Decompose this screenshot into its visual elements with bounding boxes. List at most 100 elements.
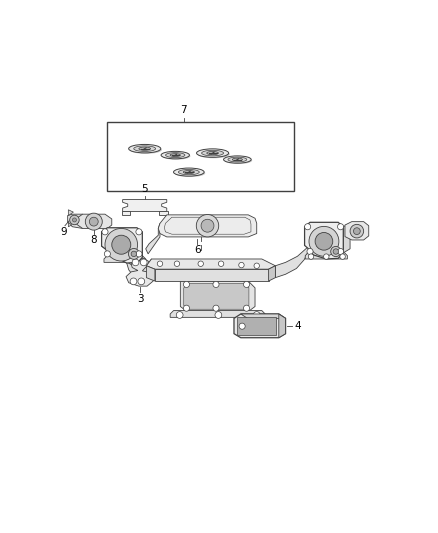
Polygon shape — [305, 252, 347, 259]
Circle shape — [128, 248, 139, 260]
Ellipse shape — [129, 144, 161, 153]
Ellipse shape — [162, 152, 191, 160]
Circle shape — [198, 261, 203, 266]
Bar — [237, 317, 276, 335]
Circle shape — [309, 227, 339, 256]
Circle shape — [215, 312, 222, 318]
Circle shape — [174, 261, 180, 266]
Polygon shape — [68, 222, 72, 227]
Polygon shape — [146, 259, 276, 269]
Ellipse shape — [178, 169, 199, 175]
Circle shape — [112, 235, 131, 254]
Polygon shape — [123, 199, 167, 212]
Bar — [107, 122, 294, 191]
Circle shape — [157, 261, 162, 266]
Polygon shape — [126, 259, 153, 286]
Circle shape — [130, 278, 137, 285]
Circle shape — [184, 281, 190, 287]
Ellipse shape — [232, 158, 242, 161]
Ellipse shape — [175, 169, 205, 177]
Circle shape — [333, 249, 339, 254]
Circle shape — [104, 251, 110, 257]
Circle shape — [105, 229, 138, 261]
Circle shape — [184, 305, 190, 311]
Circle shape — [140, 259, 147, 266]
Polygon shape — [102, 228, 107, 251]
Polygon shape — [343, 223, 350, 253]
Circle shape — [72, 218, 77, 222]
Polygon shape — [234, 314, 286, 338]
Polygon shape — [241, 314, 286, 318]
Polygon shape — [276, 242, 311, 278]
Polygon shape — [102, 228, 142, 263]
Circle shape — [136, 251, 142, 257]
Circle shape — [213, 281, 219, 287]
Circle shape — [138, 278, 145, 285]
Polygon shape — [158, 215, 257, 237]
Polygon shape — [77, 214, 112, 229]
Text: 3: 3 — [137, 294, 144, 304]
Polygon shape — [184, 284, 249, 309]
Circle shape — [70, 215, 79, 225]
Ellipse shape — [166, 152, 185, 158]
Ellipse shape — [134, 146, 155, 151]
Polygon shape — [68, 210, 74, 215]
Polygon shape — [155, 269, 268, 281]
Circle shape — [102, 229, 108, 235]
Circle shape — [307, 248, 313, 255]
Circle shape — [176, 312, 183, 318]
Ellipse shape — [201, 150, 223, 156]
Circle shape — [131, 251, 137, 256]
Circle shape — [254, 263, 259, 269]
Circle shape — [244, 305, 250, 311]
Circle shape — [253, 312, 260, 318]
Text: 5: 5 — [141, 184, 148, 195]
Polygon shape — [122, 249, 155, 279]
Circle shape — [304, 224, 311, 230]
Circle shape — [340, 254, 345, 260]
Circle shape — [89, 217, 98, 226]
Ellipse shape — [228, 157, 247, 162]
Circle shape — [350, 224, 364, 238]
Polygon shape — [180, 281, 255, 312]
Circle shape — [244, 281, 250, 287]
Text: 9: 9 — [60, 227, 67, 237]
Polygon shape — [146, 223, 160, 254]
Circle shape — [85, 213, 102, 230]
Circle shape — [196, 214, 219, 237]
Text: 4: 4 — [294, 321, 301, 331]
Circle shape — [201, 219, 214, 232]
Circle shape — [338, 224, 344, 230]
Polygon shape — [67, 214, 83, 229]
Bar — [159, 211, 168, 215]
Circle shape — [219, 261, 224, 266]
Circle shape — [315, 232, 333, 250]
Ellipse shape — [161, 151, 190, 159]
Ellipse shape — [223, 156, 251, 163]
Ellipse shape — [173, 168, 204, 176]
Circle shape — [331, 246, 341, 256]
Text: 8: 8 — [91, 235, 97, 245]
Ellipse shape — [207, 151, 219, 155]
Circle shape — [132, 259, 139, 266]
Circle shape — [338, 248, 344, 255]
Polygon shape — [104, 256, 146, 262]
Polygon shape — [268, 266, 276, 281]
Ellipse shape — [139, 147, 151, 150]
Ellipse shape — [225, 157, 252, 164]
Circle shape — [239, 323, 245, 329]
Ellipse shape — [130, 146, 162, 154]
Ellipse shape — [198, 150, 230, 158]
Text: 6: 6 — [194, 245, 201, 255]
Circle shape — [239, 262, 244, 268]
Circle shape — [136, 229, 142, 235]
Polygon shape — [345, 222, 369, 240]
Circle shape — [213, 305, 219, 311]
Polygon shape — [146, 266, 155, 281]
Polygon shape — [304, 222, 343, 259]
Text: 1: 1 — [335, 247, 341, 257]
Ellipse shape — [197, 149, 229, 157]
Circle shape — [324, 254, 329, 260]
Ellipse shape — [170, 154, 180, 157]
Bar — [122, 211, 131, 215]
